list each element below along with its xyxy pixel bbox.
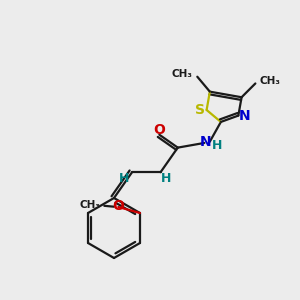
Text: H: H: [161, 172, 171, 185]
Text: O: O: [112, 199, 124, 213]
Text: O: O: [153, 123, 165, 137]
Text: CH₃: CH₃: [80, 200, 100, 210]
Text: CH₃: CH₃: [260, 76, 281, 86]
Text: H: H: [118, 172, 129, 185]
Text: N: N: [200, 135, 212, 149]
Text: CH₃: CH₃: [172, 69, 193, 79]
Text: N: N: [239, 109, 251, 123]
Text: S: S: [195, 103, 205, 117]
Text: H: H: [212, 139, 222, 152]
